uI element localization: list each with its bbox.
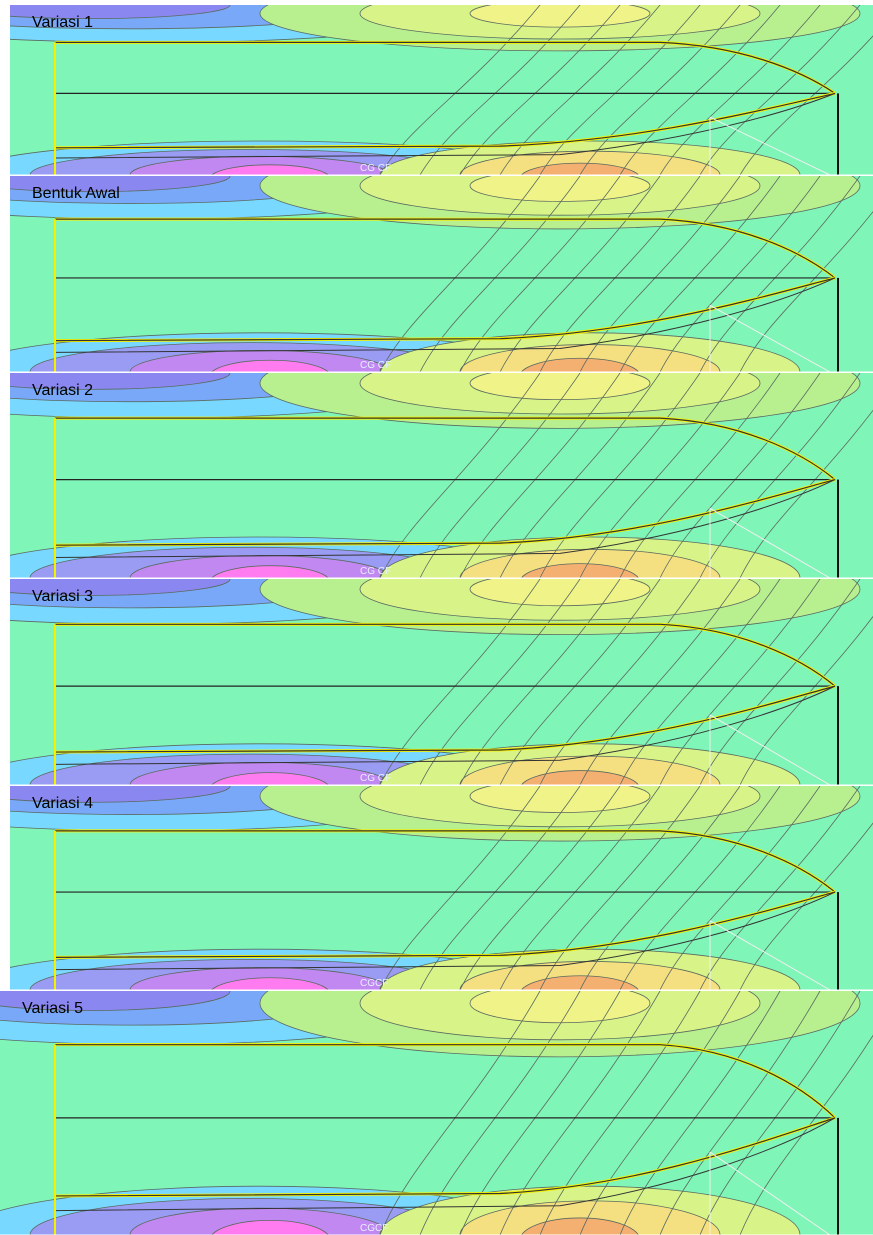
panel: Variasi 3 CG CF <box>0 542 873 826</box>
panel-label: Variasi 4 <box>32 795 93 812</box>
figure: Variasi 1 CG CF Bentuk Awal CG CF Variasi 2 C… <box>0 0 873 1235</box>
cg-cf-marker: CG CF <box>360 163 391 174</box>
panel-label: Variasi 1 <box>32 14 93 31</box>
cg-cf-marker: CGCF <box>360 978 388 989</box>
panel-label: Variasi 3 <box>32 588 93 605</box>
cg-cf-marker: CGCF <box>360 1223 388 1234</box>
panel: Variasi 2 CG CF <box>0 336 873 619</box>
cg-cf-marker: CG CF <box>360 566 391 577</box>
cg-cf-marker: CG CF <box>360 773 391 784</box>
panel-label: Bentuk Awal <box>32 185 120 202</box>
panel: Bentuk Awal CG CF <box>0 141 873 411</box>
cg-cf-marker: CG CF <box>360 360 391 371</box>
panel-label: Variasi 5 <box>22 1000 83 1017</box>
panel: Variasi 4 CGCF <box>0 749 873 1031</box>
panel-label: Variasi 2 <box>32 382 93 399</box>
contour-region <box>470 0 650 27</box>
